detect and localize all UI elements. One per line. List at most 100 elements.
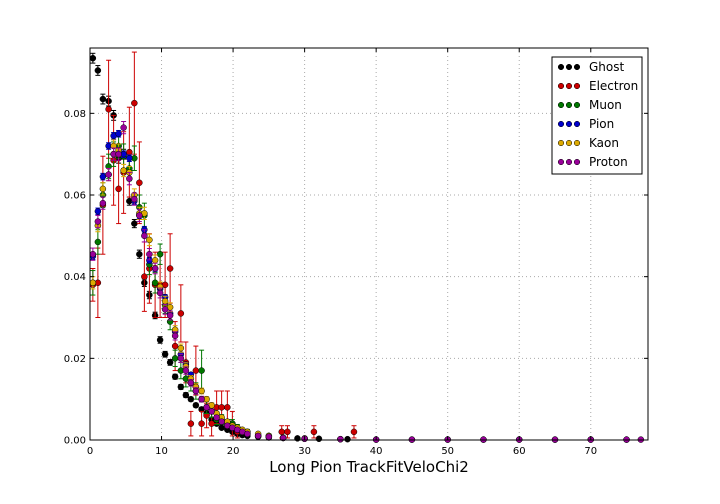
legend-marker <box>557 82 565 90</box>
legend-label-pion: Pion <box>589 117 614 131</box>
data-point <box>141 232 148 240</box>
data-point <box>161 297 169 305</box>
data-point <box>105 171 112 178</box>
legend-marker <box>573 101 581 109</box>
legend-label-electron: Electron <box>589 79 638 93</box>
legend-marker <box>565 82 573 90</box>
x-axis-title: Long Pion TrackFitVeloChi2 <box>269 458 469 476</box>
x-tick-label: 0 <box>87 446 93 457</box>
data-point <box>151 279 159 287</box>
x-tick-label: 50 <box>441 446 454 457</box>
data-point <box>161 351 169 358</box>
legend-marker <box>565 63 573 71</box>
data-point <box>115 185 122 193</box>
data-point <box>187 395 195 403</box>
legend-marker <box>557 101 565 109</box>
data-point <box>115 130 122 137</box>
data-point <box>94 208 102 215</box>
ticks: 0 10 20 30 40 50 60 70 0.00 0.02 0.04 0.06 0.08 <box>64 48 648 457</box>
data-point <box>99 173 107 180</box>
data-point <box>156 336 164 344</box>
legend-label-proton: Proton <box>589 155 628 169</box>
data-point <box>171 373 179 380</box>
data-point <box>156 289 164 297</box>
data-point <box>244 430 251 438</box>
x-tick-label: 60 <box>513 446 526 457</box>
data-point <box>89 279 97 287</box>
data-point <box>213 414 220 421</box>
data-point <box>284 428 291 436</box>
data-point <box>198 367 205 374</box>
legend-marker <box>573 139 581 147</box>
legend-label-ghost: Ghost <box>589 60 624 74</box>
data-point <box>99 95 107 103</box>
data-point <box>278 428 285 436</box>
data-point <box>120 167 127 174</box>
plot-frame <box>89 47 649 441</box>
data-point <box>136 250 143 258</box>
legend-marker <box>565 101 573 109</box>
data-point <box>177 383 185 391</box>
data-point <box>99 185 107 193</box>
legend-marker <box>573 158 581 166</box>
legend-marker <box>573 82 581 90</box>
data-point <box>182 367 190 374</box>
data-point <box>166 359 174 366</box>
data-point <box>218 418 225 425</box>
data-point <box>126 175 133 182</box>
data-point <box>171 355 179 362</box>
data-point <box>99 199 107 207</box>
legend-label-muon: Muon <box>589 98 622 112</box>
data-point <box>94 67 102 74</box>
data-point <box>171 342 179 350</box>
data-point <box>94 238 102 246</box>
data-point <box>315 435 323 443</box>
legend-label-kaon: Kaon <box>589 136 619 150</box>
data-point <box>350 428 358 436</box>
data-point <box>131 195 138 203</box>
data-point <box>131 99 138 107</box>
data-point <box>192 402 200 409</box>
data-point <box>161 306 169 313</box>
y-tick-label: 0.00 <box>64 436 86 447</box>
data-point <box>182 391 190 399</box>
data-point <box>337 435 344 443</box>
x-tick-label: 40 <box>370 446 383 457</box>
data-point <box>177 355 185 362</box>
data-point <box>192 367 200 374</box>
legend-marker <box>565 120 573 128</box>
data-point <box>89 250 97 258</box>
y-tick-label: 0.06 <box>64 191 86 202</box>
legend-box <box>551 56 643 175</box>
data-point <box>94 218 102 225</box>
data-point <box>265 433 273 440</box>
data-point <box>146 236 153 244</box>
data-point <box>279 434 287 442</box>
x-tick-label: 20 <box>227 446 240 457</box>
x-tick-label: 30 <box>298 446 311 457</box>
legend-marker <box>557 139 565 147</box>
legend-marker <box>573 63 581 71</box>
data-point <box>126 148 133 156</box>
data-point <box>254 432 262 440</box>
legend-marker <box>557 63 565 71</box>
y-tick-label: 0.02 <box>64 354 86 365</box>
data-point <box>151 265 159 272</box>
legend-marker <box>557 120 565 128</box>
data-point <box>187 420 195 427</box>
data-point <box>136 179 143 186</box>
data-point <box>198 387 205 395</box>
legend-marker <box>565 158 573 166</box>
data-point <box>141 273 148 280</box>
data-point <box>310 428 318 436</box>
data-point <box>166 312 174 319</box>
data-point <box>115 150 122 158</box>
data-point <box>344 435 351 443</box>
data-point <box>177 310 185 317</box>
data-point <box>187 379 195 387</box>
data-point <box>151 257 159 264</box>
x-tick-label: 70 <box>584 446 597 457</box>
legend-marker <box>557 158 565 166</box>
data-point <box>136 212 143 219</box>
